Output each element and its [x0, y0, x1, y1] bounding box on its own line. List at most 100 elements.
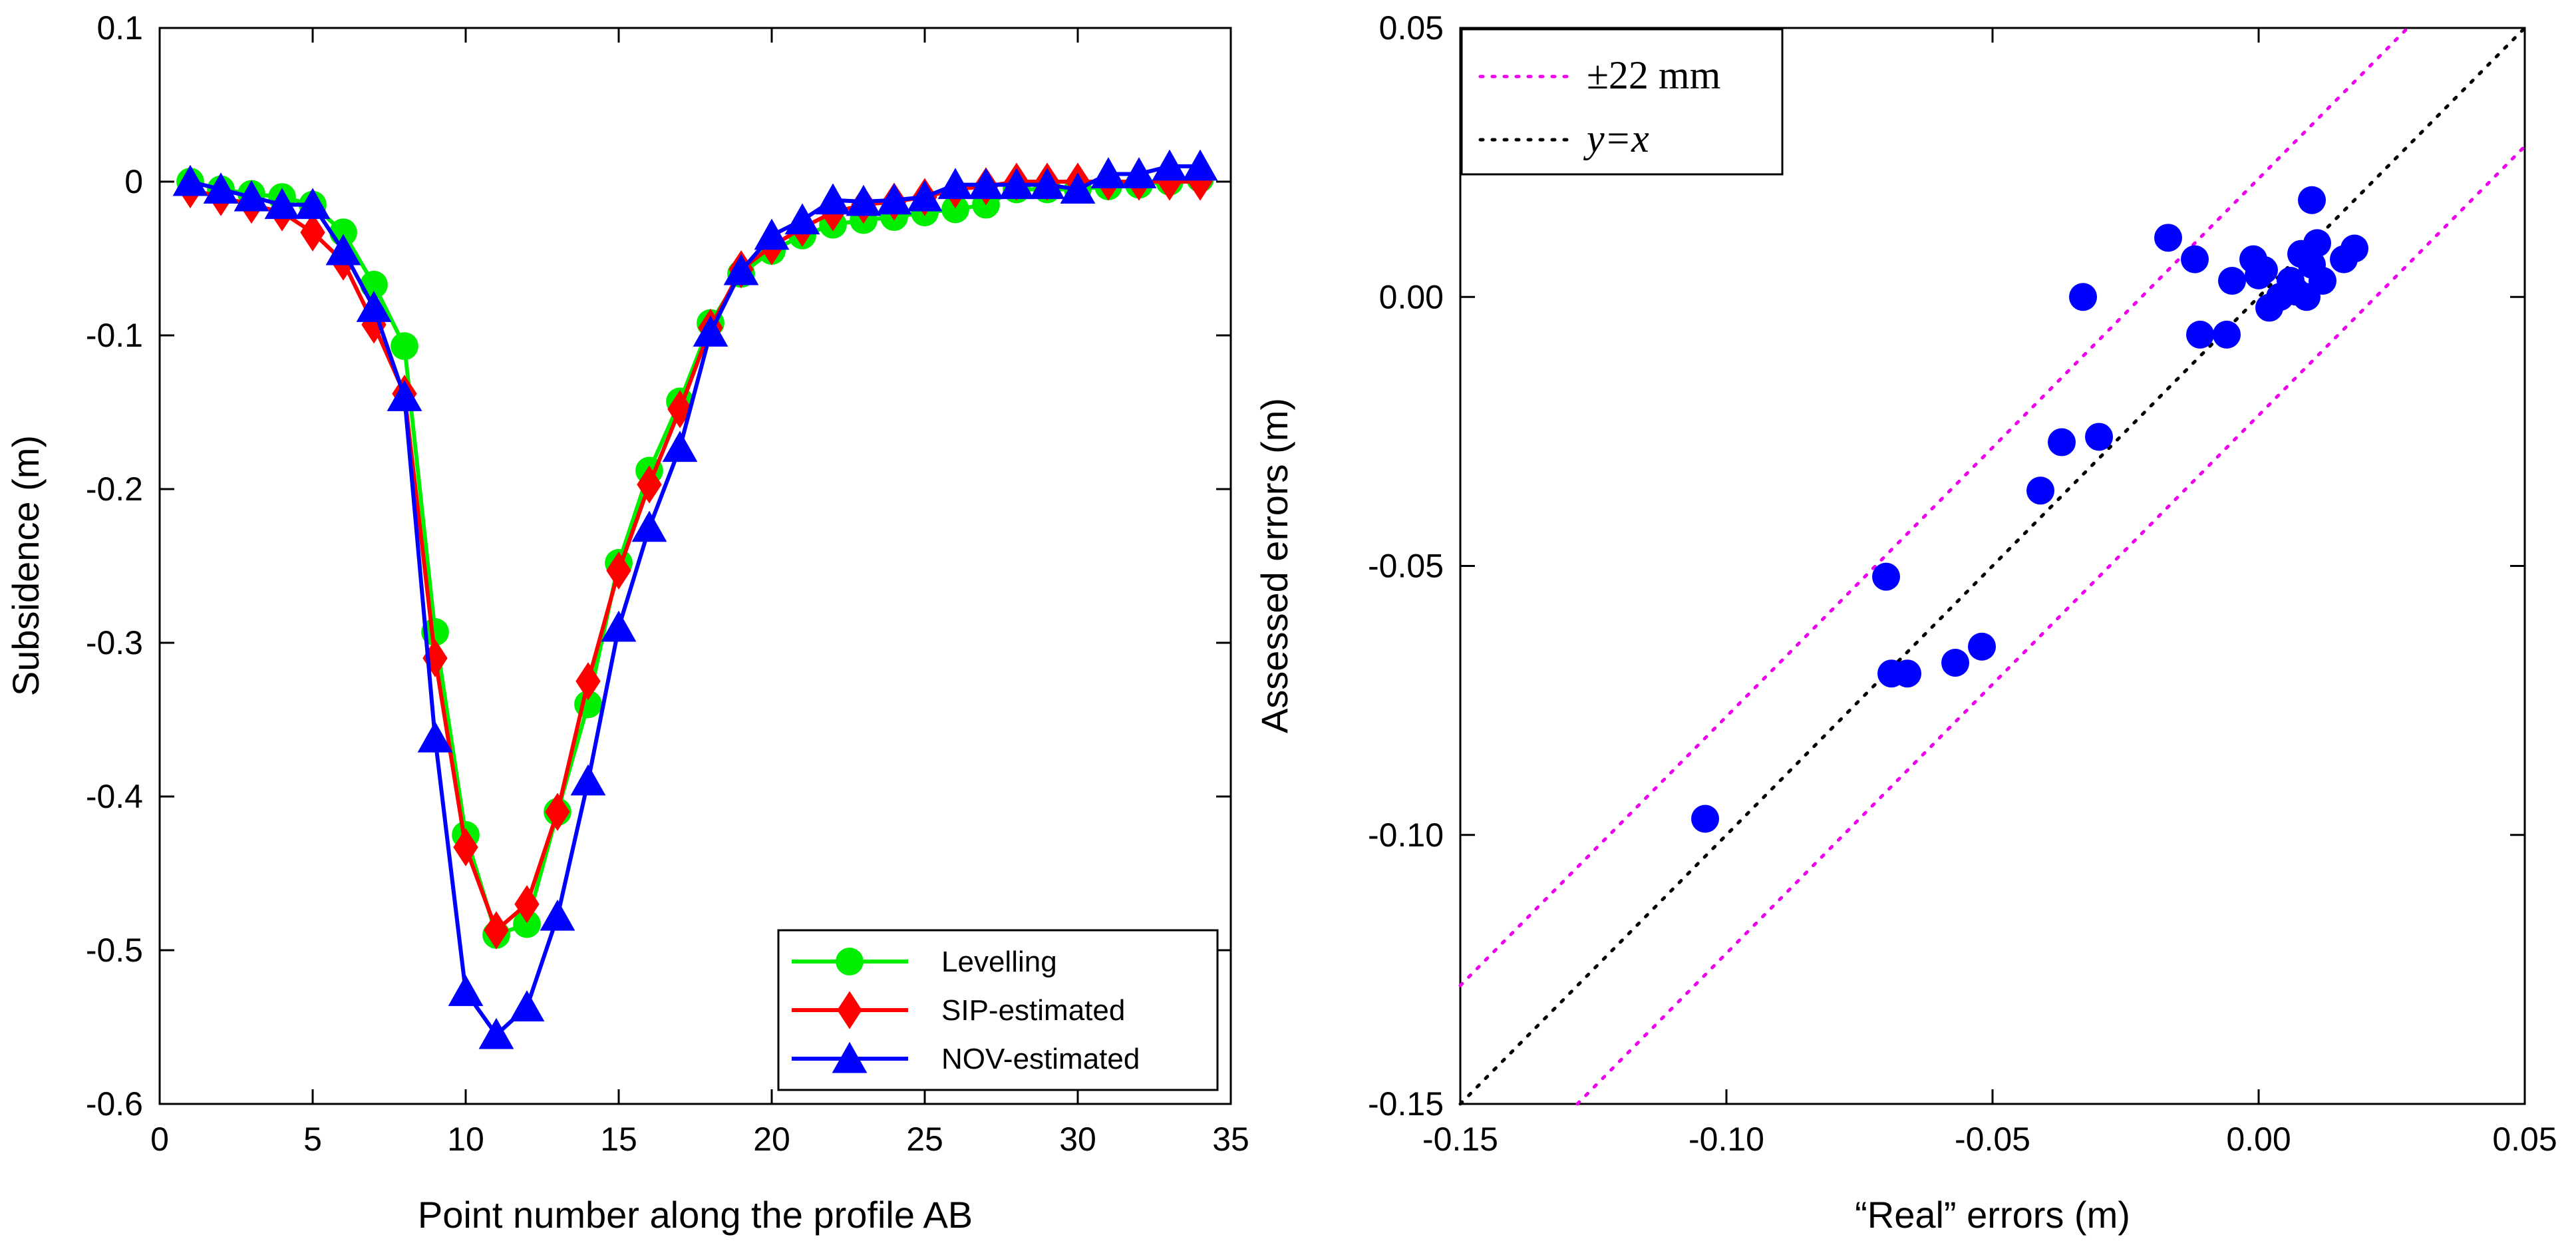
left-data-point — [784, 203, 820, 235]
left-data-point — [417, 721, 453, 753]
right-y-axis-label: Assessed errors (m) — [1253, 398, 1295, 733]
scatter-point — [2298, 186, 2326, 214]
scatter-point — [2309, 266, 2336, 295]
upper-band-line — [1458, 26, 2410, 987]
left-data-point — [662, 431, 698, 462]
right-x-tick-label: 0.05 — [2492, 1121, 2557, 1158]
left-data-point — [601, 610, 637, 642]
left-data-point — [387, 380, 422, 411]
right-scatter-layer — [1691, 186, 2368, 833]
left-legend-label: Levelling — [941, 946, 1057, 978]
left-data-point — [941, 195, 969, 224]
left-x-tick-label: 10 — [447, 1121, 484, 1158]
right-y-tick-label: -0.05 — [1368, 548, 1444, 585]
right-legend-band-label: ±22 mm — [1587, 53, 1720, 97]
scatter-point — [2218, 266, 2246, 295]
left-x-axis-label: Point number along the profile AB — [418, 1194, 973, 1236]
right-legend-box — [1460, 28, 1784, 176]
scatter-point — [2048, 428, 2076, 456]
left-data-point — [453, 828, 478, 866]
error-scatter-chart: -0.15 -0.10 -0.05 0.00 0.05 0.05 0.00 -0.05 -0.1… — [1253, 9, 2557, 1236]
left-data-point — [1182, 149, 1218, 181]
left-legend: Levelling SIP-estimated NOV-estimated — [777, 929, 1219, 1091]
scatter-point — [1968, 632, 1996, 661]
left-data-point — [356, 291, 392, 322]
right-x-tick-label: -0.10 — [1689, 1121, 1764, 1158]
left-data-point — [754, 218, 790, 250]
left-axis-ticks: 0 5 10 15 20 25 30 35 0.1 0 -0.1 -0.2 -0.3 -0.4 -0.5 -0… — [86, 9, 1249, 1158]
left-data-point — [693, 315, 728, 347]
left-data-point — [846, 184, 882, 216]
scatter-point — [1941, 649, 1969, 677]
left-data-point — [478, 1017, 514, 1049]
right-x-tick-label: 0.00 — [2226, 1121, 2291, 1158]
left-data-point — [723, 254, 759, 285]
left-data-point — [575, 662, 601, 701]
left-data-point — [1029, 168, 1065, 200]
left-data-point — [1060, 172, 1096, 204]
right-y-tick-label: 0.00 — [1379, 278, 1444, 315]
left-data-point — [999, 168, 1035, 200]
left-legend-marker — [837, 991, 862, 1029]
scatter-point — [2186, 320, 2214, 349]
scatter-point — [2250, 256, 2278, 284]
left-y-axis-label: Subsidence (m) — [5, 435, 47, 696]
left-x-tick-label: 30 — [1059, 1121, 1096, 1158]
right-y-tick-label: 0.05 — [1379, 9, 1444, 47]
left-series-line — [190, 164, 1200, 1037]
left-data-point — [300, 213, 325, 252]
left-legend-marker — [832, 1041, 868, 1073]
scatter-point — [2069, 283, 2097, 311]
left-data-point — [631, 510, 667, 542]
left-series-line — [190, 180, 1200, 932]
right-reference-lines — [1458, 26, 2527, 1106]
left-legend-label: SIP-estimated — [941, 994, 1125, 1027]
left-data-point — [513, 910, 541, 938]
left-data-point — [448, 975, 484, 1006]
left-data-point — [1121, 157, 1157, 188]
left-series-line — [190, 176, 1201, 937]
left-data-point — [876, 183, 912, 215]
left-data-point — [637, 465, 662, 504]
left-data-point — [264, 188, 300, 220]
subsidence-profile-chart: 0 5 10 15 20 25 30 35 0.1 0 -0.1 -0.2 -0.3 -0.4 -0.5 -0… — [5, 9, 1249, 1236]
left-x-tick-label: 0 — [150, 1121, 169, 1158]
right-x-tick-label: -0.15 — [1422, 1121, 1498, 1158]
left-data-point — [514, 885, 540, 924]
scatter-point — [2303, 229, 2331, 258]
left-data-point — [203, 172, 239, 204]
scatter-point — [2154, 224, 2182, 252]
left-x-tick-label: 5 — [303, 1121, 322, 1158]
left-data-point — [540, 899, 575, 931]
left-y-tick-label: -0.4 — [86, 778, 143, 815]
right-axis-ticks: -0.15 -0.10 -0.05 0.00 0.05 0.05 0.00 -0.05 -0.1… — [1368, 9, 2557, 1158]
left-data-point — [1152, 149, 1188, 181]
left-series-triangle — [172, 149, 1218, 1049]
left-data-point — [391, 332, 418, 361]
left-y-tick-label: -0.3 — [86, 624, 143, 661]
left-y-tick-label: 0 — [124, 163, 143, 200]
scatter-point — [2085, 423, 2113, 451]
left-y-tick-label: -0.6 — [86, 1085, 143, 1123]
left-legend-label: NOV-estimated — [941, 1043, 1140, 1075]
left-x-tick-label: 35 — [1212, 1121, 1249, 1158]
left-y-tick-label: -0.1 — [86, 317, 143, 354]
left-series-layer — [172, 149, 1218, 1049]
left-x-tick-label: 20 — [753, 1121, 790, 1158]
left-data-point — [234, 180, 269, 212]
left-data-point — [509, 990, 545, 1021]
scatter-point — [1872, 562, 1900, 591]
left-data-point — [295, 188, 331, 220]
right-y-tick-label: -0.10 — [1368, 816, 1444, 854]
scatter-point — [2213, 320, 2241, 349]
left-y-tick-label: -0.2 — [86, 470, 143, 508]
left-data-point — [325, 234, 361, 266]
left-data-point — [606, 551, 631, 590]
identity-line — [1458, 26, 2527, 1106]
right-legend: ±22 mm y=x — [1460, 28, 1784, 176]
left-y-tick-label: -0.5 — [86, 932, 143, 969]
left-data-point — [172, 164, 208, 196]
left-data-point — [484, 911, 509, 950]
left-data-point — [545, 793, 570, 831]
